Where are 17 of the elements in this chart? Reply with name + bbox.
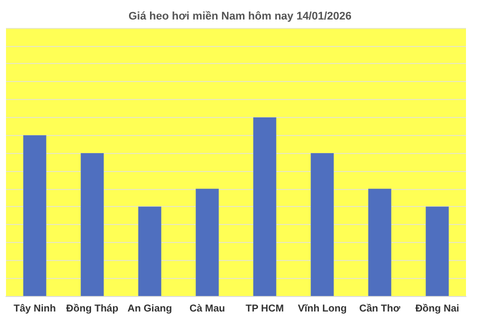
- x-tick-label: Cần Thơ: [359, 304, 402, 314]
- x-tick-label: Đồng Nai: [415, 304, 460, 314]
- x-tick-label: Vĩnh Long: [298, 304, 347, 314]
- x-tick-label: An Giang: [128, 304, 172, 314]
- bar: [138, 206, 162, 296]
- bar: [426, 206, 449, 296]
- x-tick-label: TP HCM: [246, 304, 284, 314]
- bar: [368, 188, 392, 296]
- bar: [23, 135, 46, 296]
- bar: [310, 153, 334, 296]
- x-tick-label: Đồng Tháp: [66, 304, 118, 314]
- x-tick-label: Cà Mau: [189, 304, 226, 314]
- bar: [196, 188, 219, 296]
- chart-title: Giá heo hơi miền Nam hôm nay 14/01/2026: [128, 10, 352, 22]
- bar: [253, 117, 276, 296]
- bar: [80, 153, 104, 296]
- x-tick-label: Tây Ninh: [14, 304, 56, 314]
